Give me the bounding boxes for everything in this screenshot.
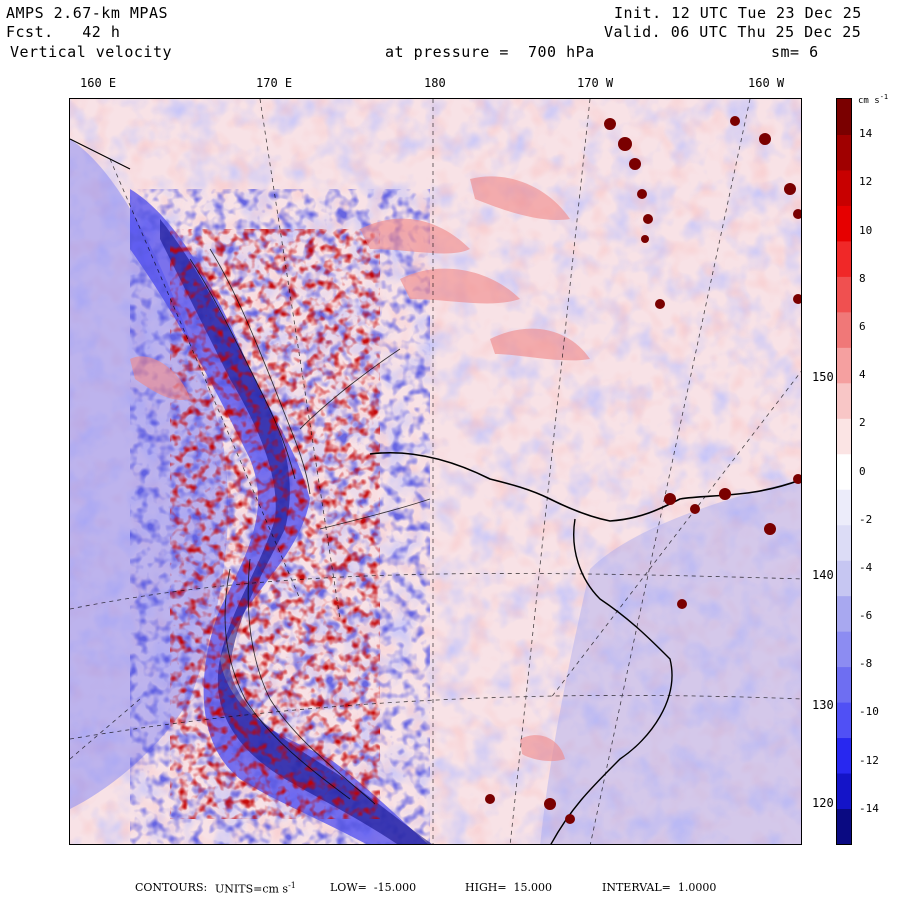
footer-high: HIGH= 15.000 xyxy=(465,881,552,894)
colorbar-swatch xyxy=(837,240,851,277)
colorbar-tick-label: 0 xyxy=(859,464,866,478)
colorbar-tick-label: -4 xyxy=(859,560,873,574)
pressure-level: at pressure = 700 hPa xyxy=(385,43,595,61)
footer-low-label: LOW= xyxy=(330,881,367,894)
contour-lines xyxy=(189,248,431,805)
field-name: Vertical velocity xyxy=(10,43,173,61)
colorbar-swatch xyxy=(837,99,851,135)
smoothing: sm= 6 xyxy=(771,43,819,61)
lon-label-170w: 170 W xyxy=(577,76,614,90)
colorbar-swatch xyxy=(837,595,851,632)
footer-low-value: -15.000 xyxy=(373,881,417,894)
positive-streaks xyxy=(130,176,590,762)
colorbar xyxy=(836,98,852,845)
lon-label-180: 180 xyxy=(424,76,446,90)
vertical-velocity-map xyxy=(69,98,802,845)
colorbar-units-label: cm s xyxy=(858,96,880,106)
colorbar-swatch xyxy=(837,773,851,810)
mountain-band xyxy=(130,189,433,844)
ice-shelf-edge xyxy=(369,451,801,522)
colorbar-swatches xyxy=(837,99,851,845)
colorbar-units-exp: -1 xyxy=(879,93,889,101)
colorbar-swatch xyxy=(837,489,851,526)
valid-time: Valid. 06 UTC Thu 25 Dec 25 xyxy=(604,23,862,41)
colorbar-tick-label: -10 xyxy=(859,705,879,719)
footer-low: LOW= -15.000 xyxy=(330,881,416,894)
colorbar-swatch xyxy=(837,347,851,384)
colorbar-units: cm s-1 xyxy=(858,93,888,106)
colorbar-swatch xyxy=(837,737,851,774)
colorbar-tick-label: 12 xyxy=(859,175,873,189)
init-time: Init. 12 UTC Tue 23 Dec 25 xyxy=(614,4,862,22)
colorbar-swatch xyxy=(837,453,851,490)
coastline-east xyxy=(550,518,673,844)
forecast-value: 42 h xyxy=(82,23,121,41)
colorbar-tick-label: 8 xyxy=(859,271,866,285)
blue-region-west xyxy=(70,139,229,809)
lon-label-160w: 160 W xyxy=(748,76,785,90)
forecast-label: Fcst. xyxy=(6,23,54,41)
colorbar-swatch xyxy=(837,631,851,668)
colorbar-swatch xyxy=(837,418,851,455)
forecast-hour: Fcst. 42 h xyxy=(6,23,120,42)
footer-units-label: UNITS=cm s xyxy=(215,882,289,896)
colorbar-tick-label: 14 xyxy=(859,127,873,141)
colorbar-swatch xyxy=(837,311,851,348)
footer-interval: INTERVAL= 1.0000 xyxy=(602,881,716,894)
colorbar-tick-label: -6 xyxy=(859,609,873,623)
lon-label-160e: 160 E xyxy=(80,76,117,90)
colorbar-tick-label: 2 xyxy=(859,416,866,430)
colorbar-tick-label: 4 xyxy=(859,368,866,382)
colorbar-swatch xyxy=(837,702,851,739)
coastline-northwest xyxy=(70,138,131,170)
colorbar-tick-label: -2 xyxy=(859,512,873,526)
footer-interval-label: INTERVAL= xyxy=(602,881,671,894)
footer-contours-label: CONTOURS: xyxy=(135,881,208,894)
strong-updraft-cells xyxy=(485,116,801,824)
colorbar-swatch xyxy=(837,808,851,845)
map-canvas xyxy=(70,99,801,844)
colorbar-swatch xyxy=(837,169,851,206)
model-title: AMPS 2.67-km MPAS xyxy=(6,4,169,22)
footer-high-value: 15.000 xyxy=(513,881,553,894)
colorbar-swatch xyxy=(837,276,851,313)
colorbar-swatch xyxy=(837,382,851,419)
colorbar-swatch xyxy=(837,205,851,242)
colorbar-tick-label: -14 xyxy=(859,801,879,815)
colorbar-swatch xyxy=(837,134,851,171)
footer-interval-value: 1.0000 xyxy=(677,881,717,894)
colorbar-swatch xyxy=(837,666,851,703)
footer-high-label: HIGH= xyxy=(465,881,507,894)
colorbar-tick-label: -8 xyxy=(859,657,873,671)
footer-units-exp: -1 xyxy=(288,881,296,890)
colorbar-tick-label: -12 xyxy=(859,753,879,767)
colorbar-swatch xyxy=(837,524,851,561)
colorbar-swatch xyxy=(837,560,851,597)
graticule xyxy=(70,99,801,844)
footer-units: UNITS=cm s-1 xyxy=(215,881,296,896)
colorbar-tick-label: 10 xyxy=(859,223,873,237)
lon-label-170e: 170 E xyxy=(256,76,293,90)
colorbar-tick-label: 6 xyxy=(859,319,866,333)
